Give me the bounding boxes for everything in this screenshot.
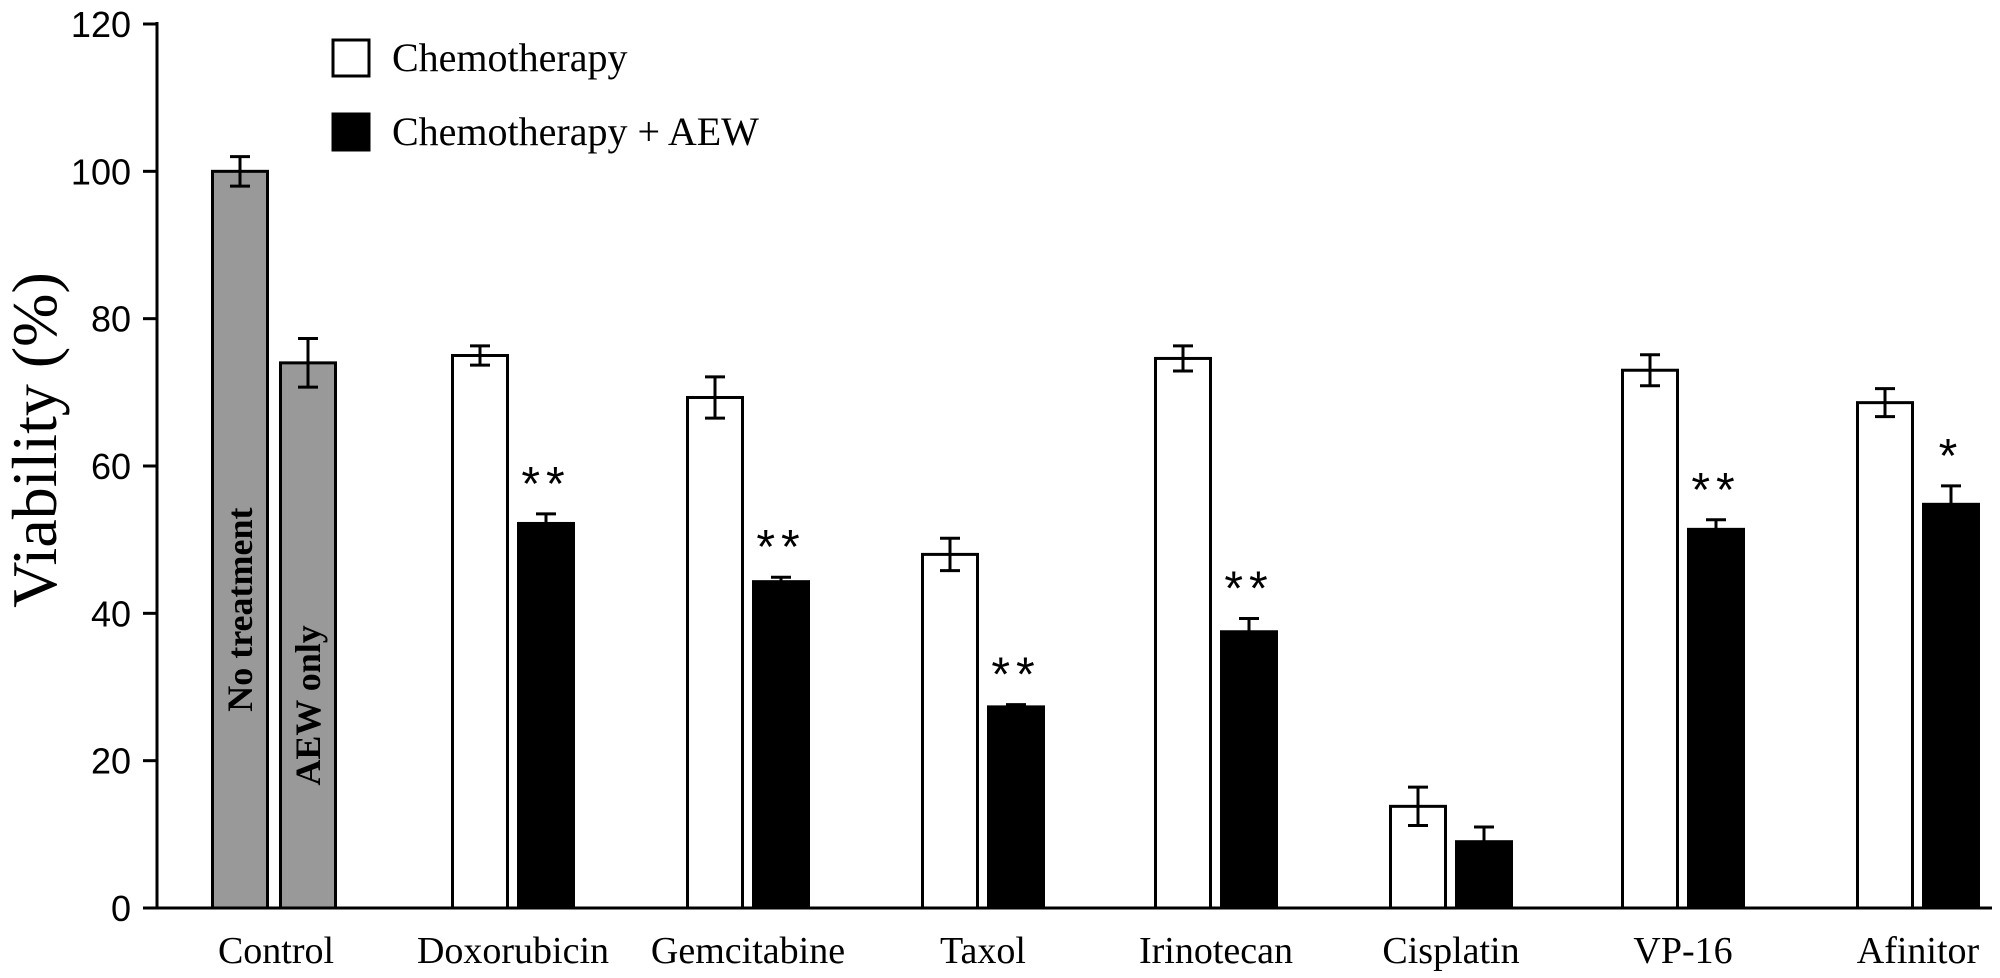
significance-doxorubicin: ** bbox=[521, 458, 570, 511]
error-bar-irinotecan-chemotherapy bbox=[1173, 344, 1193, 373]
significance-afinitor: * bbox=[1939, 430, 1964, 483]
y-tick-label-80: 80 bbox=[91, 299, 131, 340]
bar-gemcitabine-chemotherapy bbox=[686, 395, 744, 910]
y-axis-title: Viability (%) bbox=[0, 272, 70, 608]
bars: No treatment AEW only bbox=[211, 169, 1980, 910]
legend: Chemotherapy Chemotherapy + AEW bbox=[331, 35, 759, 154]
legend-swatch-chemotherapy bbox=[331, 38, 371, 78]
error-bar-cisplatin-chemotherapy-aew bbox=[1474, 825, 1494, 858]
x-axis: Control Doxorubicin Gemcitabine Taxol Irinot… bbox=[157, 906, 1992, 972]
significance-vp-16: ** bbox=[1691, 464, 1740, 517]
y-tick-label-20: 20 bbox=[91, 741, 131, 782]
error-bar-gemcitabine-chemotherapy bbox=[705, 375, 725, 420]
bar-doxorubicin-chemotherapy bbox=[451, 354, 509, 910]
x-tick-label-control: Control bbox=[218, 930, 334, 972]
x-tick-label-doxorubicin: Doxorubicin bbox=[417, 930, 609, 972]
bar-label-no-treatment: No treatment bbox=[220, 508, 260, 712]
bar-vp-16-chemotherapy bbox=[1621, 368, 1679, 910]
x-tick-label-irinotecan: Irinotecan bbox=[1139, 930, 1293, 972]
y-axis: 0 20 40 60 80 100 120 bbox=[71, 4, 159, 929]
error-bars bbox=[230, 155, 1961, 858]
x-tick-label-gemcitabine: Gemcitabine bbox=[651, 930, 845, 972]
error-bar-doxorubicin-chemotherapy bbox=[470, 344, 490, 367]
bar-vp-16-chemotherapy-aew bbox=[1687, 527, 1745, 910]
y-tick-label-60: 60 bbox=[91, 446, 131, 487]
significance-irinotecan: ** bbox=[1224, 562, 1273, 615]
error-bar-afinitor-chemotherapy-aew bbox=[1941, 484, 1961, 525]
bar-taxol-chemotherapy bbox=[921, 552, 979, 910]
error-bar-control-no-treatment bbox=[230, 155, 250, 188]
significance-taxol: ** bbox=[991, 649, 1040, 702]
error-bar-doxorubicin-chemotherapy-aew bbox=[536, 512, 556, 535]
bar-taxol-chemotherapy-aew bbox=[987, 705, 1045, 910]
error-bar-taxol-chemotherapy bbox=[940, 536, 960, 573]
error-bar-afinitor-chemotherapy bbox=[1875, 387, 1895, 419]
error-bar-gemcitabine-chemotherapy-aew bbox=[771, 575, 791, 588]
significance-markers: *********** bbox=[521, 430, 1964, 702]
error-bar-vp-16-chemotherapy-aew bbox=[1706, 518, 1726, 541]
error-bar-irinotecan-chemotherapy-aew bbox=[1239, 616, 1259, 647]
error-bar-control-aew-only bbox=[298, 337, 318, 389]
legend-swatch-chemotherapy-aew bbox=[331, 112, 371, 152]
y-tick-label-40: 40 bbox=[91, 593, 131, 634]
bar-label-aew-only: AEW only bbox=[288, 625, 328, 785]
x-tick-label-vp-16: VP-16 bbox=[1633, 930, 1732, 972]
y-tick-label-100: 100 bbox=[71, 151, 131, 192]
legend-label-chemotherapy: Chemotherapy bbox=[392, 35, 628, 80]
y-tick-label-120: 120 bbox=[71, 4, 131, 45]
bar-irinotecan-chemotherapy bbox=[1154, 356, 1212, 910]
x-tick-label-taxol: Taxol bbox=[940, 930, 1026, 972]
bar-gemcitabine-chemotherapy-aew bbox=[752, 580, 810, 910]
bar-irinotecan-chemotherapy-aew bbox=[1220, 630, 1278, 910]
bar-doxorubicin-chemotherapy-aew bbox=[517, 521, 575, 910]
significance-gemcitabine: ** bbox=[756, 521, 805, 574]
legend-label-chemotherapy-aew: Chemotherapy + AEW bbox=[392, 109, 759, 154]
bar-afinitor-chemotherapy-aew bbox=[1922, 502, 1980, 910]
error-bar-cisplatin-chemotherapy bbox=[1408, 785, 1428, 827]
x-tick-label-afinitor: Afinitor bbox=[1857, 930, 1980, 972]
error-bar-taxol-chemotherapy-aew bbox=[1006, 703, 1026, 711]
error-bar-vp-16-chemotherapy bbox=[1640, 353, 1660, 388]
y-tick-label-0: 0 bbox=[111, 888, 131, 929]
x-tick-label-cisplatin: Cisplatin bbox=[1382, 930, 1519, 972]
bar-afinitor-chemotherapy bbox=[1856, 401, 1914, 910]
